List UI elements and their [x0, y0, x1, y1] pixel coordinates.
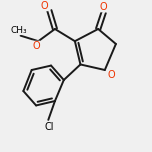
Text: Cl: Cl [45, 121, 54, 131]
Text: O: O [41, 1, 48, 11]
Text: O: O [32, 41, 40, 51]
Text: CH₃: CH₃ [11, 26, 27, 35]
Text: O: O [108, 70, 115, 80]
Text: O: O [100, 2, 107, 12]
